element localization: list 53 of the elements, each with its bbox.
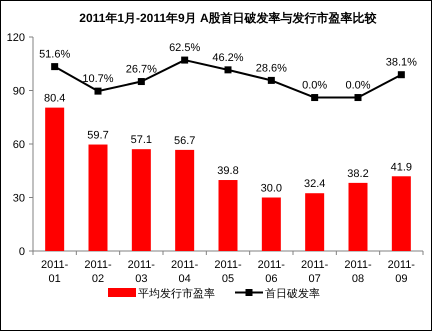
x-tick-label: 2011-04 — [171, 259, 199, 285]
bar — [305, 193, 324, 251]
point — [268, 76, 275, 84]
bar — [262, 198, 281, 251]
point — [398, 71, 405, 78]
data-label: 46.2% — [212, 52, 244, 64]
y-tick-label: 60 — [12, 139, 25, 151]
data-label: 26.7% — [126, 64, 158, 76]
data-label: 41.9 — [390, 161, 412, 174]
x-tick-label: 2011-09 — [388, 259, 416, 285]
data-label: 80.4 — [44, 92, 66, 105]
y-tick-label: 0 — [18, 246, 25, 258]
data-label: 0.0% — [345, 80, 371, 92]
y-tick-label: 30 — [12, 192, 25, 204]
data-label: 51.6% — [39, 48, 70, 61]
data-label: 39.8 — [217, 165, 239, 178]
x-tick-label: 2011-05 — [214, 259, 242, 285]
legend-label: 平均发行市盈率 — [138, 287, 215, 300]
point — [94, 88, 102, 95]
data-label: 59.7 — [87, 130, 109, 142]
x-tick-label: 2011-07 — [301, 259, 329, 285]
data-label: 28.6% — [256, 62, 288, 74]
data-label: 30.0 — [260, 182, 282, 194]
point — [51, 63, 58, 70]
x-tick-label: 2011-01 — [41, 259, 69, 285]
point — [181, 56, 188, 64]
y-tick-label: 90 — [12, 86, 25, 98]
x-tick-label: 2011-03 — [128, 259, 156, 285]
data-label: 10.7% — [82, 73, 114, 86]
bar — [132, 149, 151, 251]
data-label: 0.0% — [302, 80, 328, 92]
point — [138, 78, 145, 86]
bar — [45, 108, 64, 251]
point — [311, 94, 318, 102]
point — [354, 94, 362, 102]
y-tick-label: 120 — [6, 32, 25, 44]
data-label: 56.7 — [174, 134, 196, 147]
data-label: 38.1% — [386, 56, 418, 69]
x-tick-label: 2011-08 — [344, 259, 372, 285]
x-tick-label: 2011-02 — [84, 259, 112, 285]
bar — [175, 150, 194, 251]
bar — [88, 144, 108, 251]
data-label: 57.1 — [130, 134, 152, 146]
bar — [348, 182, 368, 251]
bar — [392, 176, 411, 251]
point — [224, 66, 232, 74]
data-label: 62.5% — [169, 42, 200, 54]
bar — [218, 180, 238, 251]
chart-title: 2011年1月-2011年9月 A股首日破发率与发行市盈率比较 — [79, 11, 378, 25]
legend-label: 首日破发率 — [265, 287, 320, 300]
data-label: 32.4 — [304, 178, 326, 190]
data-label: 38.2 — [347, 168, 369, 180]
x-tick-label: 2011-06 — [258, 259, 286, 285]
